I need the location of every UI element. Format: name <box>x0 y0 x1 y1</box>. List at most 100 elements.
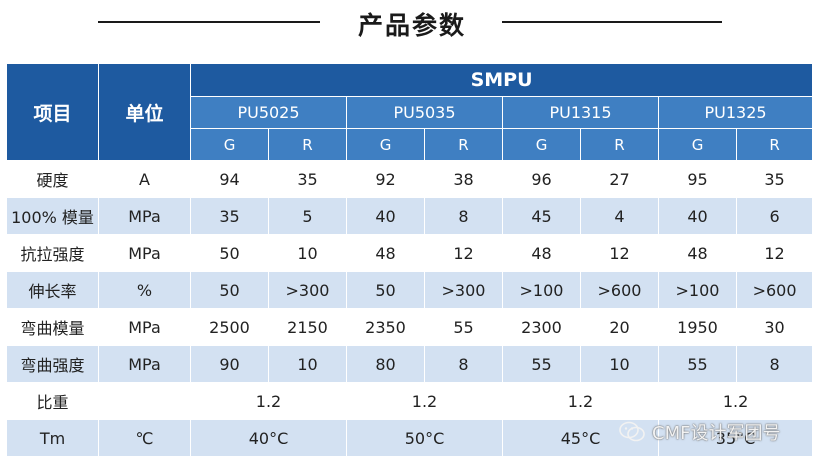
cell: 1.2 <box>502 382 659 420</box>
cell: 55 <box>502 345 581 383</box>
cell: >600 <box>735 271 814 309</box>
cell: 2500 <box>190 308 269 346</box>
header-subcol: R <box>424 128 503 161</box>
cell: 35°C <box>657 419 814 457</box>
cell: 90 <box>190 345 269 383</box>
cell: 55 <box>658 345 737 383</box>
page-title: 产品参数 <box>357 11 466 40</box>
cell: 20 <box>580 308 659 346</box>
cell: 8 <box>424 345 503 383</box>
cell: 1.2 <box>346 382 503 420</box>
title-row: 产品参数 <box>0 0 824 52</box>
cell: 50 <box>190 234 269 272</box>
row-unit: MPa <box>98 345 191 383</box>
table-row: 比重 1.2 1.2 1.2 1.2 <box>6 382 814 420</box>
cell: 4 <box>580 197 659 235</box>
cell: 94 <box>190 160 269 198</box>
row-name: Tm <box>6 419 99 457</box>
cell: 45 <box>502 197 581 235</box>
table-row: Tm ℃ 40°C 50°C 45°C 35°C <box>6 419 814 457</box>
row-unit: % <box>98 271 191 309</box>
table-row: 硬度 A 94 35 92 38 96 27 95 35 <box>6 160 814 198</box>
header-product: PU5025 <box>190 96 347 129</box>
row-unit: MPa <box>98 234 191 272</box>
header-item: 项目 <box>6 63 99 161</box>
table-row: 伸长率 % 50 >300 50 >300 >100 >600 >100 >60… <box>6 271 814 309</box>
cell: >100 <box>502 271 581 309</box>
cell: 2150 <box>268 308 347 346</box>
cell: 48 <box>502 234 581 272</box>
watermark-text: CMF设计军团号 <box>652 423 781 444</box>
header-product: PU1315 <box>502 96 659 129</box>
cell: 1.2 <box>190 382 347 420</box>
row-name: 抗拉强度 <box>6 234 99 272</box>
cell: >100 <box>658 271 737 309</box>
cell: 8 <box>735 345 814 383</box>
header-unit: 单位 <box>98 63 191 161</box>
row-unit: A <box>98 160 191 198</box>
cell: 1950 <box>658 308 737 346</box>
row-name: 伸长率 <box>6 271 99 309</box>
row-unit: MPa <box>98 308 191 346</box>
cell: 96 <box>502 160 581 198</box>
watermark: CMF设计军团号 <box>618 418 780 446</box>
header-subcol: G <box>346 128 425 161</box>
cell: 1.2 <box>657 382 814 420</box>
table-row: 弯曲模量 MPa 2500 2150 2350 55 2300 20 1950 … <box>6 308 814 346</box>
cell: >300 <box>424 271 503 309</box>
cell: 40 <box>346 197 425 235</box>
cell: 35 <box>268 160 347 198</box>
cell: 10 <box>268 345 347 383</box>
cell: 38 <box>424 160 503 198</box>
row-unit: MPa <box>98 197 191 235</box>
table-row: 100% 模量 MPa 35 5 40 8 45 4 40 6 <box>6 197 814 235</box>
row-unit <box>98 382 191 420</box>
parameter-table: 项目 单位 SMPU PU5025 PU5035 PU1315 PU1325 G… <box>6 63 814 457</box>
cell: 12 <box>580 234 659 272</box>
header-subcol: G <box>190 128 269 161</box>
cell: 12 <box>424 234 503 272</box>
cell: 8 <box>424 197 503 235</box>
cell: 10 <box>268 234 347 272</box>
cell: 50 <box>190 271 269 309</box>
title-left-rule <box>98 21 320 23</box>
cell: 27 <box>580 160 659 198</box>
cell: 5 <box>268 197 347 235</box>
cell: 92 <box>346 160 425 198</box>
cell: 48 <box>346 234 425 272</box>
row-name: 弯曲强度 <box>6 345 99 383</box>
row-name: 比重 <box>6 382 99 420</box>
row-name: 弯曲模量 <box>6 308 99 346</box>
row-name: 100% 模量 <box>6 197 99 235</box>
row-unit: ℃ <box>98 419 191 457</box>
cell: 35 <box>190 197 269 235</box>
table-row: 抗拉强度 MPa 50 10 48 12 48 12 48 12 <box>6 234 814 272</box>
cell: >600 <box>580 271 659 309</box>
cell: 48 <box>658 234 737 272</box>
cell: 40 <box>658 197 737 235</box>
table-row: 弯曲强度 MPa 90 10 80 8 55 10 55 8 <box>6 345 814 383</box>
cell: 10 <box>580 345 659 383</box>
cell: 80 <box>346 345 425 383</box>
cell: 2300 <box>502 308 581 346</box>
cell: 45°C <box>502 419 659 457</box>
title-right-rule <box>502 21 722 23</box>
header-subcol: R <box>580 128 659 161</box>
header-product: PU1325 <box>657 96 814 129</box>
cell: >300 <box>268 271 347 309</box>
cell: 12 <box>735 234 814 272</box>
cell: 2350 <box>346 308 425 346</box>
cell: 40°C <box>190 419 347 457</box>
header-subcol: G <box>502 128 581 161</box>
row-name: 硬度 <box>6 160 99 198</box>
header-product: PU5035 <box>346 96 503 129</box>
header-subcol: G <box>658 128 737 161</box>
cell: 50°C <box>346 419 503 457</box>
header-group: SMPU <box>189 63 814 97</box>
cell: 35 <box>735 160 814 198</box>
cell: 95 <box>658 160 737 198</box>
header-subcol: R <box>268 128 347 161</box>
cell: 6 <box>735 197 814 235</box>
cell: 30 <box>735 308 814 346</box>
cell: 55 <box>424 308 503 346</box>
